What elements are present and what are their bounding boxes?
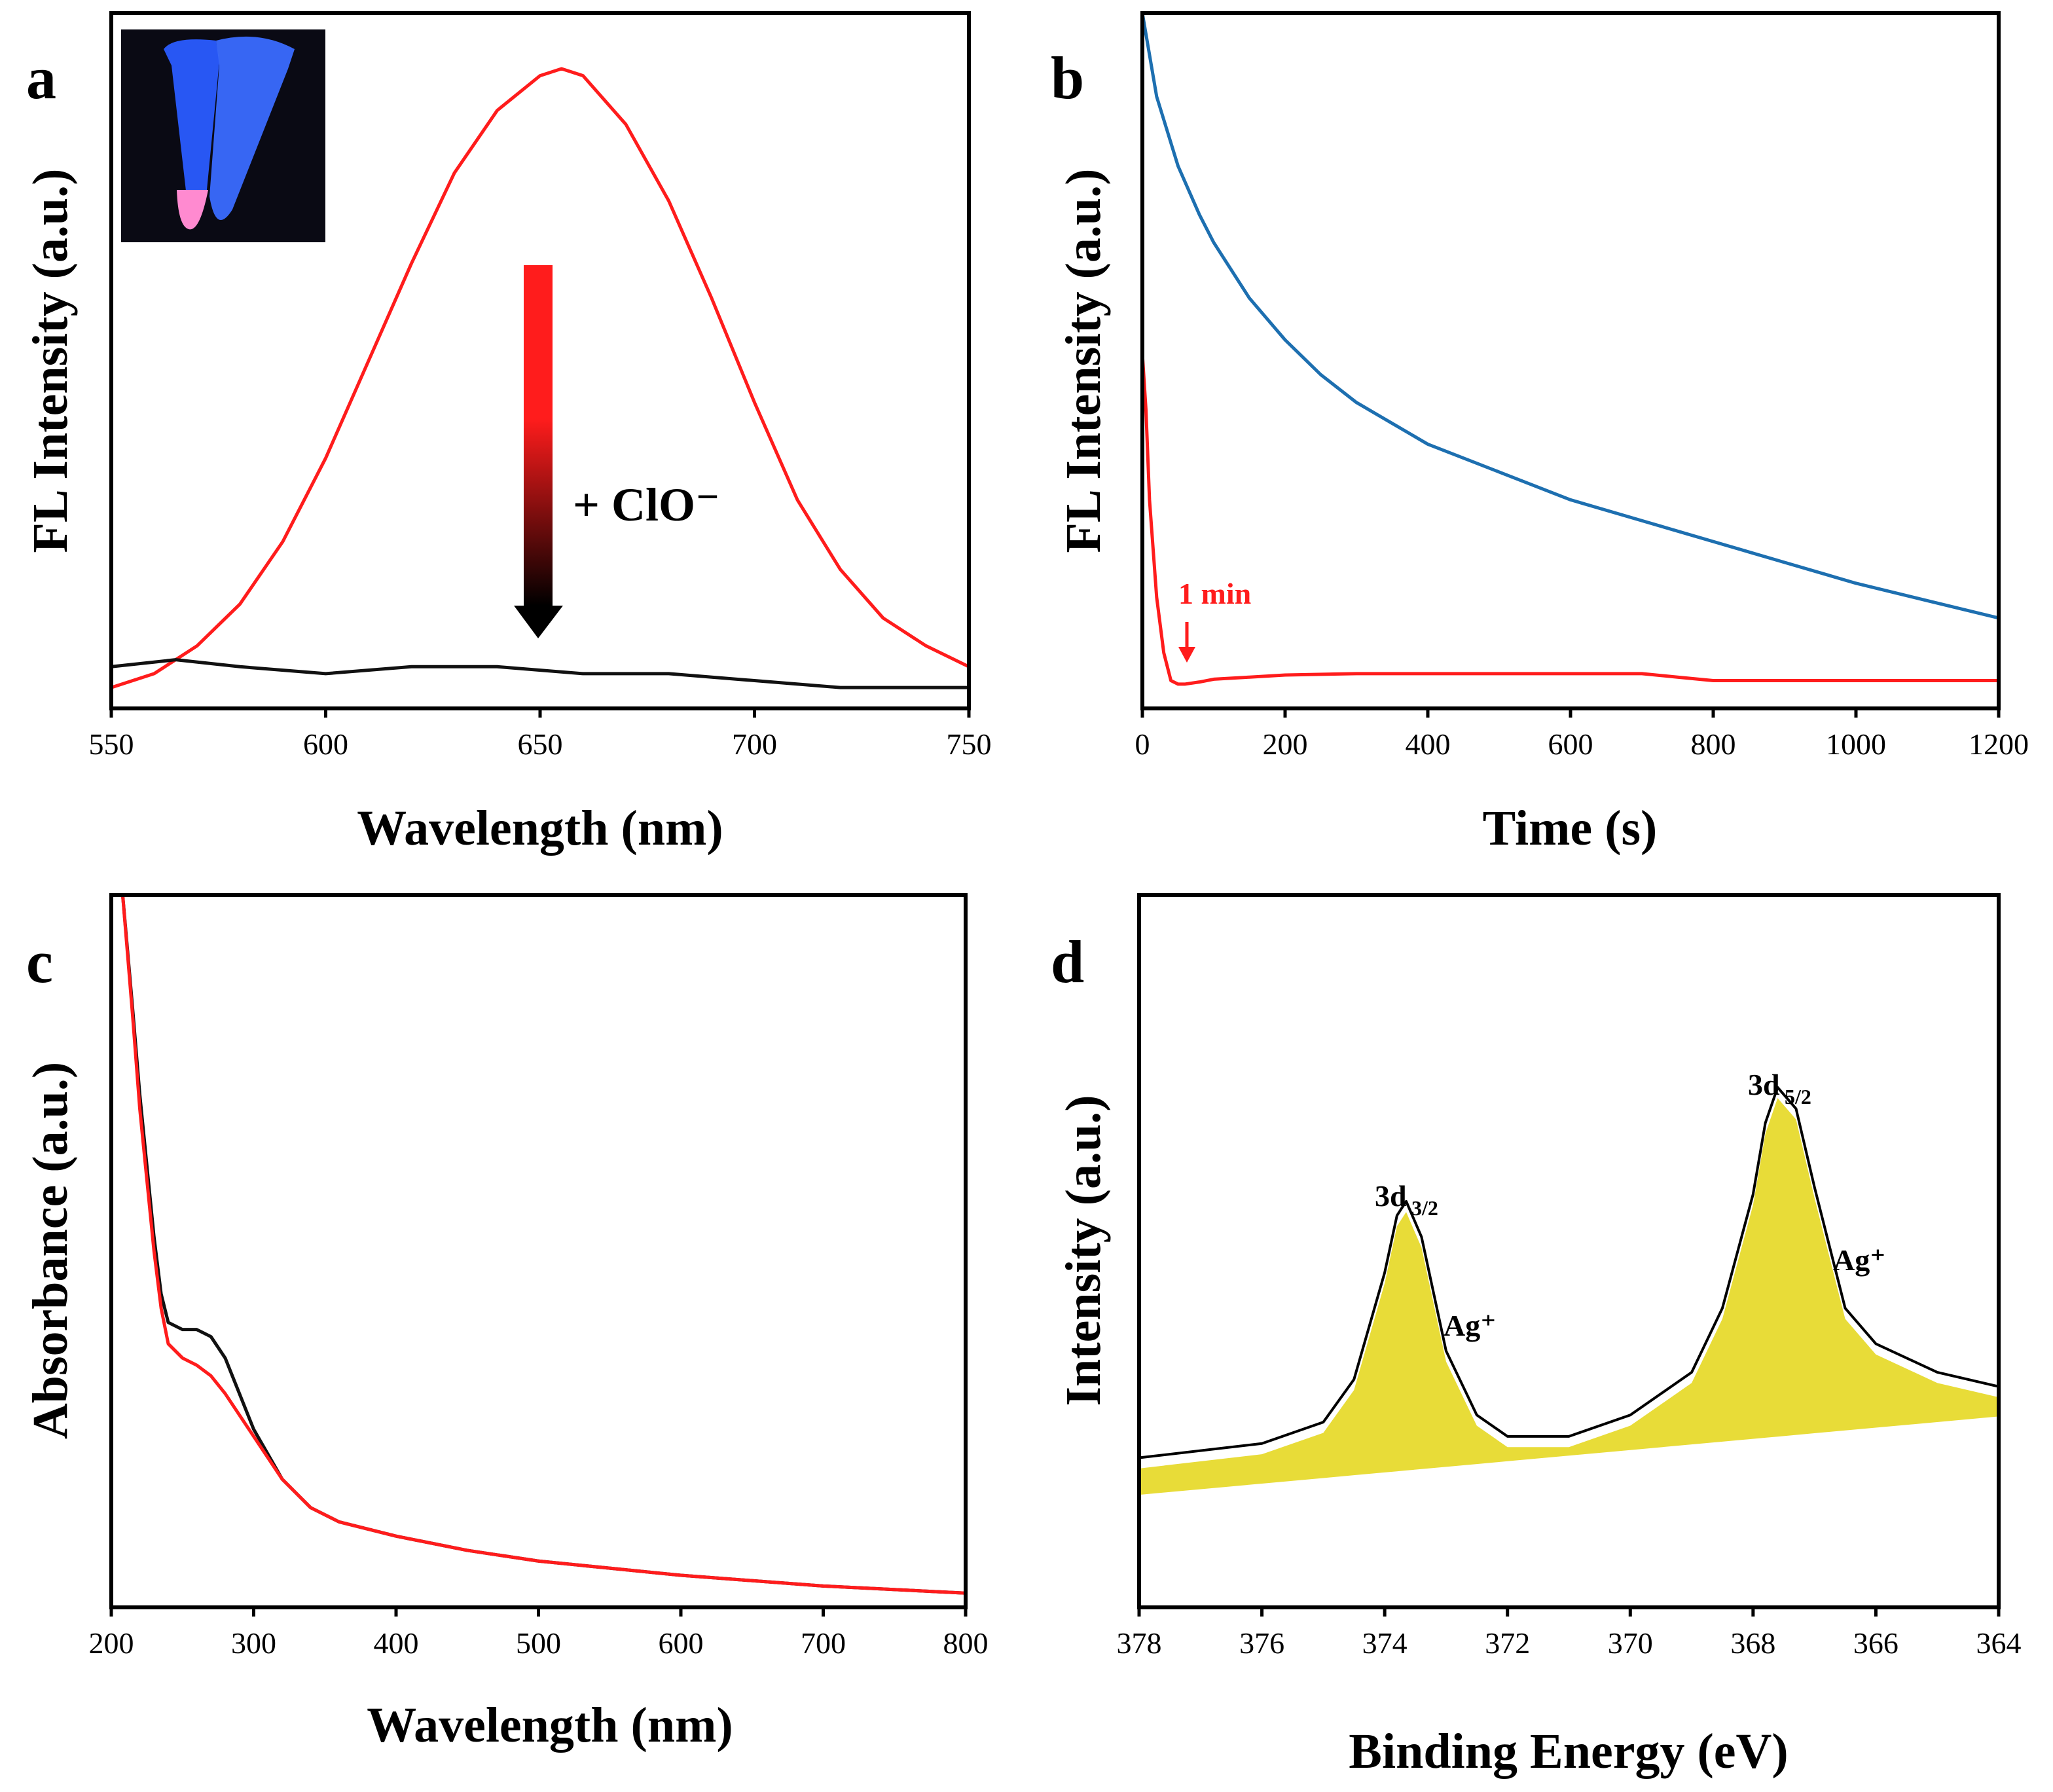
x-tick-label-d-0: 378	[1117, 1626, 1162, 1660]
y-axis-title-d: Intensity (a.u.)	[1056, 1095, 1111, 1406]
x-axis-title-c: Wavelength (nm)	[367, 1698, 733, 1753]
x-tick-label-c-4: 600	[659, 1626, 704, 1660]
series-line-c-after	[120, 893, 968, 1595]
envelope-line	[1138, 1086, 1999, 1459]
x-tick-label-c-0: 200	[89, 1626, 134, 1660]
x-tick-label-b-4: 800	[1691, 727, 1736, 761]
plot-area-a	[109, 67, 971, 689]
series-line-b-control	[1140, 11, 2001, 620]
x-tick-label-d-7: 364	[1976, 1626, 2022, 1660]
inset-photo-tubes	[121, 29, 325, 242]
peak-sub-3d32: 3/2	[1411, 1196, 1438, 1220]
x-ticks-a: 550 600 650 700 750	[89, 708, 992, 761]
panel-label-c: c	[26, 928, 53, 995]
panel-label-b: b	[1051, 45, 1084, 111]
x-tick-label-d-4: 370	[1608, 1626, 1653, 1660]
annotation-clo: + ClO⁻	[573, 479, 720, 531]
x-tick-label-c-6: 800	[943, 1626, 989, 1660]
plot-area-c	[120, 893, 968, 1595]
x-axis-title-d: Binding Energy (eV)	[1349, 1724, 1788, 1779]
y-axis-title-a: FL Intensity (a.u.)	[23, 169, 78, 553]
one-minute-arrow	[1178, 622, 1195, 663]
x-tick-label-d-2: 374	[1362, 1626, 1408, 1660]
series-line-b-with-clo-	[1140, 352, 2001, 686]
plot-frame-c	[109, 893, 968, 1609]
panel-d: d 378 376 374 372 370 368 366 364 Binding Energ…	[1051, 893, 2022, 1779]
x-tick-label-b-5: 1000	[1826, 727, 1886, 761]
x-tick-label-b-2: 400	[1406, 727, 1451, 761]
x-tick-label-c-1: 300	[231, 1626, 276, 1660]
x-tick-label-b-0: 0	[1135, 727, 1150, 761]
x-ticks-b: 0 200 400 600 800 1000 1200	[1135, 708, 2029, 761]
x-axis-title-b: Time (s)	[1483, 801, 1658, 856]
plot-area-d	[1138, 1086, 1999, 1495]
panel-b: b 0 200 400 600 800 1000 1200 Time (s) FL Inte…	[1051, 11, 2029, 856]
x-axis-title-a: Wavelength (nm)	[357, 801, 723, 856]
peak-sub-3d52: 5/2	[1785, 1085, 1811, 1108]
panel-c: c 200 300 400 500 600 700 800 Wavelength (nm) …	[23, 893, 989, 1753]
peak-name-3d32: 3d	[1375, 1179, 1407, 1213]
x-tick-label-a-3: 700	[732, 727, 777, 761]
x-tick-label-b-1: 200	[1263, 727, 1308, 761]
annotation-1min: 1 min	[1178, 577, 1251, 610]
series-line-c-before	[120, 893, 968, 1595]
x-ticks-d: 378 376 374 372 370 368 366 364	[1117, 1607, 2022, 1660]
peak-label-3d32: 3d 3/2 Ag⁺	[1375, 1179, 1497, 1342]
x-tick-label-a-0: 550	[89, 727, 134, 761]
series-line-a-before	[109, 67, 971, 689]
x-tick-label-a-1: 600	[303, 727, 348, 761]
y-axis-title-b: FL Intensity (a.u.)	[1056, 169, 1111, 553]
peak-state-3d32: Ag⁺	[1444, 1309, 1497, 1342]
x-ticks-c: 200 300 400 500 600 700 800	[89, 1607, 989, 1660]
peak-state-3d52: Ag⁺	[1833, 1243, 1886, 1277]
peak-name-3d52: 3d	[1748, 1068, 1780, 1101]
x-tick-label-c-3: 500	[516, 1626, 561, 1660]
panel-a: a 550 600 650 700 750 Wavelength (nm) FL Int…	[23, 11, 992, 856]
peak-label-3d52: 3d 5/2 Ag⁺	[1748, 1068, 1886, 1277]
x-tick-label-d-5: 368	[1730, 1626, 1775, 1660]
plot-frame-b	[1140, 11, 2001, 710]
x-tick-label-a-2: 650	[518, 727, 563, 761]
x-tick-label-b-3: 600	[1548, 727, 1593, 761]
x-tick-label-a-4: 750	[947, 727, 992, 761]
series-line-a-after	[109, 658, 971, 689]
quench-arrow	[514, 265, 563, 638]
y-axis-title-c: Absorbance (a.u.)	[23, 1062, 78, 1439]
x-tick-label-c-5: 700	[801, 1626, 846, 1660]
peak-fill-area	[1139, 1098, 1999, 1495]
plot-frame-d	[1137, 893, 2001, 1609]
panel-label-a: a	[26, 45, 56, 111]
x-tick-label-d-3: 372	[1485, 1626, 1530, 1660]
plot-area-b	[1140, 11, 2001, 686]
x-tick-label-d-6: 366	[1853, 1626, 1899, 1660]
panel-label-d: d	[1051, 928, 1084, 995]
x-tick-label-b-6: 1200	[1969, 727, 2029, 761]
x-tick-label-c-2: 400	[374, 1626, 419, 1660]
x-tick-label-d-1: 376	[1239, 1626, 1284, 1660]
